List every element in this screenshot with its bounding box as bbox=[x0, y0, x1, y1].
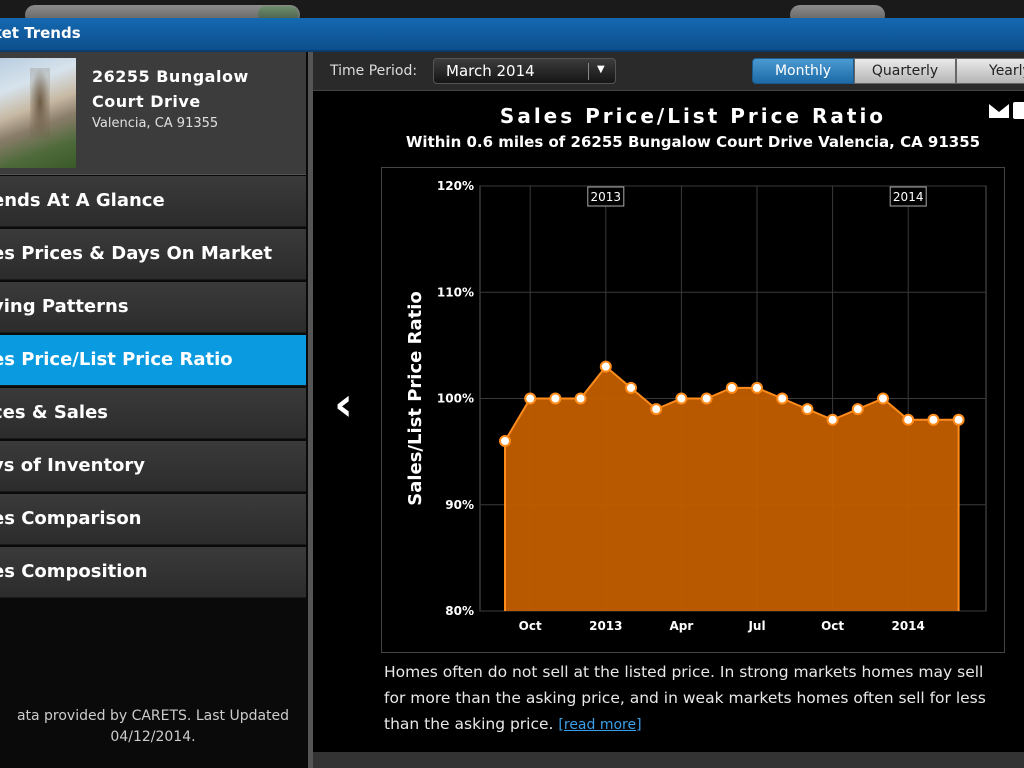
sidebar-item-label: ys of Inventory bbox=[0, 455, 146, 476]
data-point bbox=[801, 403, 814, 416]
tab-quarterly[interactable]: Quarterly bbox=[854, 58, 956, 84]
y-axis-label: Sales/List Price Ratio bbox=[405, 291, 426, 506]
year-marker-label: 2014 bbox=[893, 190, 924, 204]
property-photo bbox=[0, 58, 76, 168]
data-point bbox=[675, 392, 688, 405]
chevron-left-icon[interactable]: ‹ bbox=[334, 377, 353, 431]
data-point bbox=[927, 413, 940, 426]
app-title: ket Trends bbox=[0, 24, 81, 42]
sidebar-item-label: es Composition bbox=[0, 561, 148, 582]
y-tick-label: 120% bbox=[437, 179, 474, 193]
data-point bbox=[524, 392, 537, 405]
property-card[interactable]: 26255 Bungalow Court Drive Valencia, CA … bbox=[0, 52, 306, 175]
data-point bbox=[650, 403, 663, 416]
sidebar-item-label: ying Patterns bbox=[0, 296, 129, 317]
sidebar-item-label: es Prices & Days On Market bbox=[0, 243, 273, 264]
bottom-bar bbox=[313, 752, 1024, 768]
chart-controls-bar: Time Period: March 2014 ▼ Monthly Quarte… bbox=[313, 52, 1024, 91]
year-marker-label: 2013 bbox=[591, 190, 622, 204]
data-point bbox=[574, 392, 587, 405]
tab-yearly[interactable]: Yearly bbox=[956, 58, 1024, 84]
time-period-select[interactable]: March 2014 ▼ bbox=[433, 58, 616, 84]
area-fill bbox=[505, 366, 959, 611]
time-period-value: March 2014 bbox=[446, 62, 535, 80]
data-point bbox=[549, 392, 562, 405]
sidebar-item-sales-price-list-price-ratio[interactable]: es Price/List Price Ratio bbox=[0, 335, 306, 386]
app-title-bar: ket Trends bbox=[0, 18, 1024, 52]
sidebar-nav: ends At A Glance es Prices & Days On Mar… bbox=[0, 176, 306, 600]
data-point bbox=[499, 435, 511, 447]
sidebar-item-sales-composition[interactable]: es Composition bbox=[0, 547, 306, 598]
sidebar-item-sales-comparison[interactable]: es Comparison bbox=[0, 494, 306, 545]
y-tick-label: 110% bbox=[437, 285, 474, 299]
x-tick-label: Jul bbox=[747, 619, 765, 633]
data-point bbox=[599, 360, 612, 373]
data-point bbox=[776, 392, 789, 405]
select-separator bbox=[588, 63, 589, 80]
sidebar-item-label: es Price/List Price Ratio bbox=[0, 349, 233, 370]
sidebar-item-buying-patterns[interactable]: ying Patterns bbox=[0, 282, 306, 333]
data-point bbox=[877, 392, 889, 405]
panel-divider bbox=[308, 52, 313, 768]
data-point bbox=[700, 392, 713, 405]
x-tick-label: Apr bbox=[670, 619, 694, 633]
x-tick-label: Oct bbox=[519, 619, 542, 633]
sidebar: 26255 Bungalow Court Drive Valencia, CA … bbox=[0, 52, 308, 768]
time-period-label: Time Period: bbox=[330, 63, 418, 79]
data-source-note: ata provided by CARETS. Last Updated 04/… bbox=[0, 706, 306, 748]
chart-subtitle: Within 0.6 miles of 26255 Bungalow Court… bbox=[405, 133, 981, 151]
data-point bbox=[751, 381, 763, 394]
property-city: Valencia, CA 91355 bbox=[92, 116, 219, 131]
data-point bbox=[902, 413, 915, 426]
chart-description: Homes often do not sell at the listed pr… bbox=[384, 659, 1008, 738]
y-tick-label: 100% bbox=[437, 392, 474, 406]
x-tick-label: 2014 bbox=[891, 619, 924, 633]
x-tick-label: 2013 bbox=[589, 619, 622, 633]
description-text: Homes often do not sell at the listed pr… bbox=[384, 663, 986, 733]
chevron-down-icon: ▼ bbox=[597, 64, 605, 75]
chart-frame bbox=[381, 167, 1005, 653]
data-point bbox=[725, 381, 738, 394]
sidebar-item-days-of-inventory[interactable]: ys of Inventory bbox=[0, 441, 306, 492]
year-marker-box bbox=[587, 186, 625, 207]
chart-title: Sales Price/List Price Ratio bbox=[499, 104, 887, 128]
browser-top-bar bbox=[0, 0, 1024, 25]
read-more-link[interactable]: [read more] bbox=[558, 717, 642, 733]
year-marker-box bbox=[889, 186, 927, 207]
data-point bbox=[826, 413, 839, 426]
sidebar-item-sales-prices-days-on-market[interactable]: es Prices & Days On Market bbox=[0, 229, 306, 280]
y-tick-label: 90% bbox=[445, 498, 474, 512]
sidebar-item-label: ends At A Glance bbox=[0, 190, 165, 211]
tab-monthly[interactable]: Monthly bbox=[752, 58, 854, 84]
sidebar-item-trends-at-a-glance[interactable]: ends At A Glance bbox=[0, 176, 306, 227]
area-chart: 80% 90% 100% 110% 120% Oct 2013 Apr Jul Oct 2014 20… bbox=[405, 179, 987, 633]
y-tick-label: 80% bbox=[445, 604, 474, 618]
data-point bbox=[952, 413, 965, 426]
sidebar-item-label: ces & Sales bbox=[0, 402, 109, 423]
data-point bbox=[851, 403, 864, 416]
sidebar-item-label: es Comparison bbox=[0, 508, 142, 529]
last-updated-date: 04/12/2014. bbox=[110, 729, 196, 745]
sidebar-item-prices-sales[interactable]: ces & Sales bbox=[0, 388, 306, 439]
email-icon[interactable] bbox=[989, 104, 1009, 118]
facebook-icon[interactable] bbox=[1013, 102, 1024, 119]
data-source-line: ata provided by CARETS. Last Updated bbox=[16, 708, 290, 724]
data-point bbox=[625, 381, 637, 394]
property-address: 26255 Bungalow Court Drive bbox=[92, 67, 249, 111]
x-tick-label: Oct bbox=[821, 619, 844, 633]
